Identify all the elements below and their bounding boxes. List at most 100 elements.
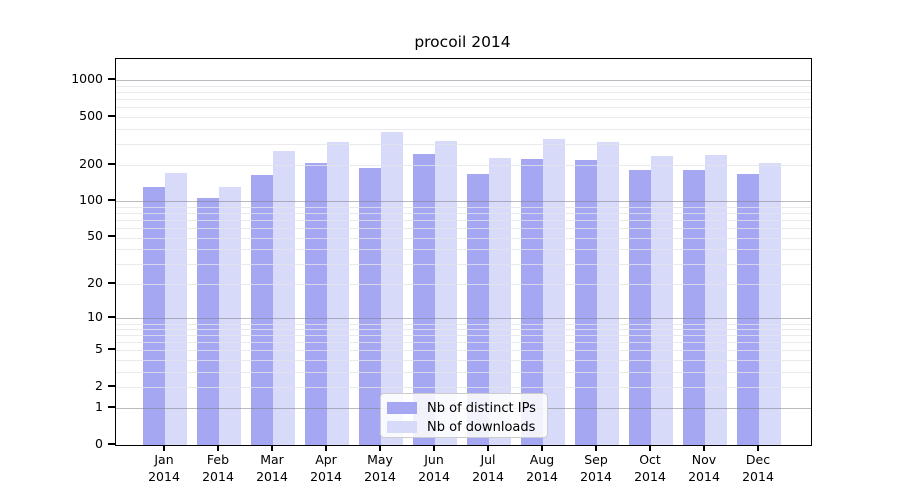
x-label-year: 2014 — [148, 468, 180, 484]
y-tick — [108, 443, 115, 445]
x-label-month: Jul — [480, 452, 496, 467]
minor-gridline — [116, 206, 811, 208]
y-tick-label: 1 — [95, 399, 103, 415]
bar-dec-downloads — [759, 162, 781, 445]
minor-gridline — [116, 360, 811, 362]
bar-jun-downloads — [435, 140, 457, 445]
y-tick-label: 500 — [79, 107, 103, 123]
bar-sep-ips — [575, 159, 597, 445]
x-label-year: 2014 — [526, 468, 558, 484]
x-label-month: May — [367, 452, 393, 467]
x-label-year: 2014 — [580, 468, 612, 484]
x-label-year: 2014 — [634, 468, 666, 484]
y-tick — [108, 406, 115, 409]
bar-jan-downloads — [165, 173, 187, 445]
y-tick — [108, 235, 115, 238]
minor-gridline — [116, 237, 811, 239]
bar-mar-ips — [251, 174, 273, 445]
y-tick-label: 200 — [79, 156, 103, 172]
y-tick — [108, 348, 115, 351]
minor-gridline — [116, 323, 811, 325]
bar-aug-downloads — [543, 139, 565, 445]
y-tick — [108, 282, 115, 285]
legend-row: Nb of downloads — [387, 419, 547, 435]
x-label-month: Oct — [639, 452, 661, 467]
x-label-month: Dec — [745, 452, 771, 467]
x-label-month: Feb — [206, 452, 230, 467]
x-tick — [487, 445, 489, 451]
x-label-year: 2014 — [256, 468, 288, 484]
x-label-year: 2014 — [418, 468, 450, 484]
bar-apr-downloads — [327, 141, 349, 445]
x-label-year: 2014 — [364, 468, 396, 484]
minor-gridline — [116, 284, 811, 286]
x-tick — [379, 445, 381, 451]
x-label-month: Jun — [424, 452, 444, 467]
x-tick — [271, 445, 273, 451]
x-label-month: Aug — [529, 452, 555, 467]
bar-may-ips — [359, 168, 381, 445]
bar-jul-downloads — [489, 158, 511, 445]
bar-aug-ips — [521, 159, 543, 445]
minor-gridline — [116, 342, 811, 344]
x-tick — [433, 445, 435, 451]
x-tick-label: Mar 2014 — [244, 452, 300, 485]
x-tick-label: Jun 2014 — [406, 452, 462, 485]
y-tick — [108, 163, 115, 166]
bar-apr-ips — [305, 162, 327, 445]
minor-gridline — [116, 85, 811, 87]
bar-jan-ips — [143, 186, 165, 445]
x-tick-label: Sep 2014 — [568, 452, 624, 485]
y-tick — [108, 316, 115, 319]
bar-mar-downloads — [273, 150, 295, 445]
x-tick-label: Feb 2014 — [190, 452, 246, 485]
bar-dec-ips — [737, 174, 759, 445]
x-label-month: Nov — [691, 452, 717, 467]
minor-gridline — [116, 165, 811, 167]
x-tick-label: Nov 2014 — [676, 452, 732, 485]
minor-gridline — [116, 329, 811, 330]
x-label-year: 2014 — [202, 468, 234, 484]
bar-oct-downloads — [651, 155, 673, 445]
major-gridline — [116, 80, 811, 82]
legend-label: Nb of distinct IPs — [427, 400, 536, 416]
y-tick-label: 2 — [95, 378, 103, 394]
minor-gridline — [116, 387, 811, 388]
bar-oct-ips — [629, 169, 651, 445]
minor-gridline — [116, 107, 811, 109]
x-tick-label: May 2014 — [352, 452, 408, 485]
bar-feb-ips — [197, 197, 219, 445]
y-tick-label: 1000 — [71, 71, 103, 87]
minor-gridline — [116, 371, 811, 373]
minor-gridline — [116, 128, 811, 130]
x-tick-label: Oct 2014 — [622, 452, 678, 485]
legend-row: Nb of distinct IPs — [387, 400, 547, 416]
y-tick-label: 0 — [95, 436, 103, 451]
minor-gridline — [116, 335, 811, 337]
y-tick-label: 20 — [87, 275, 103, 291]
y-tick-label: 5 — [95, 341, 103, 357]
bar-nov-ips — [683, 170, 705, 445]
x-tick-label: Jul 2014 — [460, 452, 516, 485]
bar-nov-downloads — [705, 155, 727, 445]
x-tick — [541, 445, 543, 451]
x-tick — [703, 445, 705, 451]
bar-sep-downloads — [597, 141, 619, 445]
x-label-year: 2014 — [742, 468, 774, 484]
x-label-month: Jan — [154, 452, 174, 467]
y-tick — [108, 114, 115, 117]
minor-gridline — [116, 350, 811, 352]
y-tick-label: 100 — [79, 192, 103, 208]
minor-gridline — [116, 99, 811, 101]
bar-may-downloads — [381, 131, 403, 445]
legend-swatch — [387, 402, 417, 414]
x-label-year: 2014 — [688, 468, 720, 484]
y-tick-label: 50 — [87, 228, 103, 244]
legend-swatch — [387, 421, 417, 433]
y-tick — [108, 199, 115, 202]
x-tick — [325, 445, 327, 451]
chart-title: procoil 2014 — [414, 33, 511, 51]
minor-gridline — [116, 213, 811, 215]
minor-gridline — [116, 249, 811, 250]
